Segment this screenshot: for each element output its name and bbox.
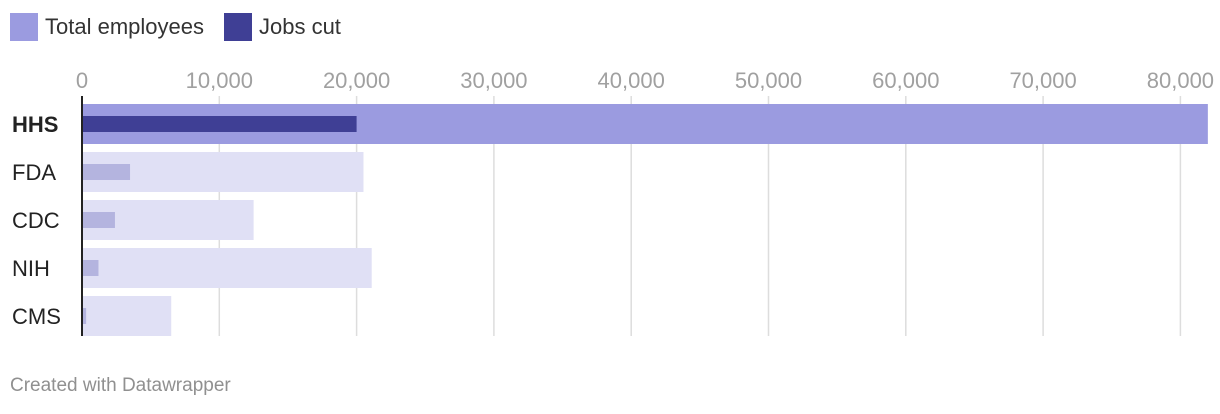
category-label: CMS	[12, 304, 61, 329]
x-tick-label: 30,000	[460, 68, 527, 93]
bar-jobs-cut	[82, 260, 99, 276]
category-label: NIH	[12, 256, 50, 281]
x-tick-label: 50,000	[735, 68, 802, 93]
category-label: FDA	[12, 160, 56, 185]
x-tick-label: 70,000	[1009, 68, 1076, 93]
x-tick-label: 40,000	[598, 68, 665, 93]
legend: Total employees Jobs cut	[10, 12, 341, 42]
x-tick-label: 60,000	[872, 68, 939, 93]
legend-item-jobs-cut: Jobs cut	[223, 13, 341, 41]
x-tick-label: 10,000	[186, 68, 253, 93]
bar-jobs-cut	[82, 116, 357, 132]
category-label: CDC	[12, 208, 60, 233]
bar-jobs-cut	[82, 212, 115, 228]
bar-jobs-cut	[82, 308, 87, 324]
legend-label-jobs-cut: Jobs cut	[258, 14, 341, 39]
legend-swatch-jobs-cut	[223, 13, 252, 41]
legend-item-total-employees: Total employees	[10, 13, 204, 41]
legend-swatch-total-employees	[10, 13, 38, 41]
x-tick-label: 0	[76, 68, 88, 93]
category-label: HHS	[12, 112, 58, 137]
bar-jobs-cut	[82, 164, 131, 180]
x-tick-label: 20,000	[323, 68, 390, 93]
x-tick-label: 80,000	[1147, 68, 1214, 93]
bar-total-employees	[82, 296, 172, 336]
footer-credit: Created with Datawrapper	[10, 375, 231, 396]
bar-total-employees	[82, 248, 372, 288]
legend-label-total-employees: Total employees	[45, 14, 204, 39]
